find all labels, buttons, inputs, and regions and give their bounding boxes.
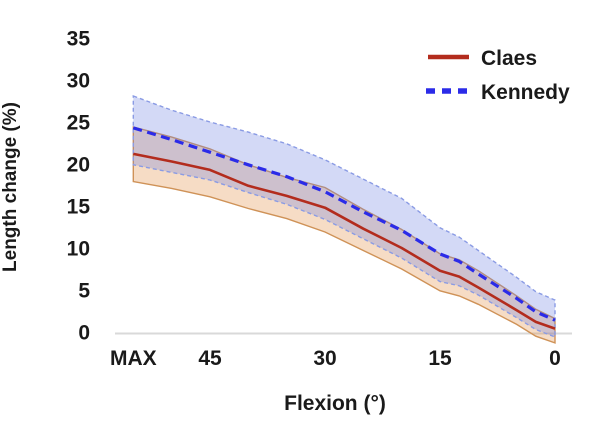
y-axis-tick-labels: 35 30 25 20 15 10 5 0	[67, 28, 91, 345]
y-tick-30: 30	[67, 70, 90, 93]
legend-claes-label: Claes	[481, 47, 537, 70]
x-axis-tick-labels: MAX 45 30 15 0	[110, 347, 561, 370]
x-tick-0: 0	[549, 347, 561, 370]
x-tick-30: 30	[313, 347, 336, 370]
y-tick-20: 20	[67, 154, 90, 177]
x-tick-max: MAX	[110, 347, 157, 370]
y-tick-0: 0	[78, 322, 90, 345]
series-lines	[132, 126, 556, 330]
y-tick-35: 35	[67, 28, 91, 51]
x-tick-45: 45	[198, 347, 222, 370]
line-kennedy	[132, 126, 556, 322]
band-kennedy	[132, 94, 556, 339]
legend-kennedy-label: Kennedy	[481, 81, 570, 104]
x-tick-15: 15	[428, 347, 452, 370]
y-axis-title: Length change (%)	[0, 102, 21, 272]
y-tick-10: 10	[67, 238, 90, 261]
y-tick-15: 15	[67, 196, 91, 219]
legend: Claes Kennedy	[426, 47, 570, 104]
x-axis-title: Flexion (°)	[284, 392, 386, 415]
y-tick-25: 25	[67, 112, 91, 135]
line-claes	[133, 152, 556, 330]
y-tick-5: 5	[78, 280, 90, 303]
